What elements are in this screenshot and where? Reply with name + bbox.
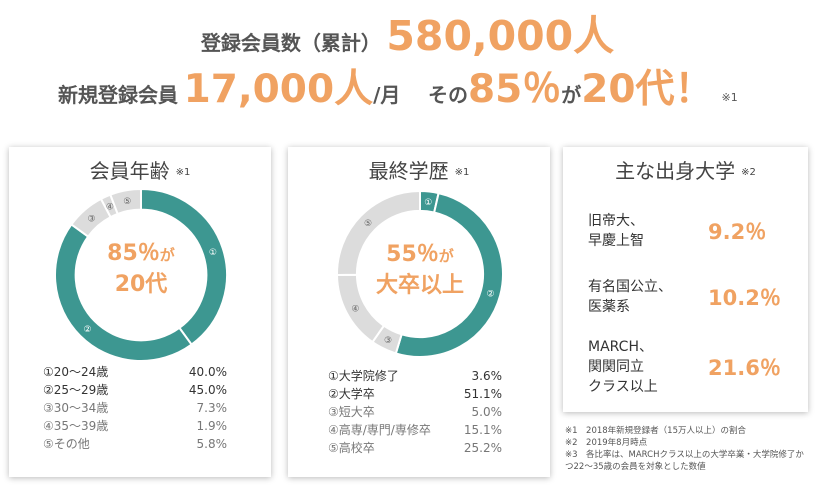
legend-value: 15.1%	[463, 423, 502, 437]
uni-row-name-line: MARCH、	[588, 339, 653, 355]
age-card-title: 会員年齢 ※1	[9, 155, 271, 184]
uni-row-value: 21.6％	[708, 356, 781, 380]
legend-value: 7.3%	[196, 401, 228, 415]
legend-row: ②25～29歳 45.0%	[43, 381, 227, 399]
legend-value: 40.0%	[188, 365, 227, 379]
edu-center-percent: 55％	[386, 242, 439, 267]
uni-row-march: MARCH、 関関同立 クラス以上 21.6％	[588, 337, 788, 397]
footnote-1: ※1 2018年新規登録者（15万人以上）の割合	[565, 426, 746, 436]
donut-slice	[394, 191, 505, 358]
uni-row-imperial: 旧帝大、 早慶上智 9.2％	[588, 211, 788, 251]
education-card: 最終学歴 ※1 ① ② ③ ④ ⑤ 55％が 大卒以上 ①大学院修了 3.6% ②大学卒 51.…	[288, 147, 550, 477]
donut-slice-marker: ②	[487, 289, 495, 299]
age-legend: ①20～24歳 40.0% ②25～29歳 45.0% ③30～34歳 7.3% ④35～3…	[43, 363, 227, 453]
uni-row-value: 9.2％	[708, 220, 767, 244]
footnote-2: ※2 2019年8月時点	[565, 438, 648, 448]
donut-slice-marker: ①	[424, 198, 432, 208]
education-donut-chart: ① ② ③ ④ ⑤	[335, 189, 505, 358]
legend-row: ④高専/専門/専修卒 15.1%	[328, 421, 502, 439]
donut-slice-marker: ①	[209, 248, 217, 258]
total-members-value: 580,000人	[386, 12, 615, 60]
edu-center-text: 55％が 大卒以上	[335, 240, 505, 301]
age-center-percent: 85％	[107, 241, 160, 266]
donut-slice-marker: ③	[87, 214, 95, 224]
age-center-ga: が	[159, 246, 175, 264]
uni-title-note: ※2	[741, 167, 756, 178]
education-card-title: 最終学歴 ※1	[288, 155, 550, 184]
uni-row-name-line: 有名国公立、	[588, 279, 672, 295]
uni-row-name: 旧帝大、 早慶上智	[588, 211, 708, 251]
edu-title-text: 最終学歴	[368, 159, 449, 183]
age-title-note: ※1	[175, 167, 191, 178]
donut-slice-marker: ②	[83, 325, 91, 335]
uni-row-name-line: 医薬系	[588, 299, 630, 315]
twenties-percent: 85％	[467, 67, 562, 112]
legend-category: ⑤その他	[43, 437, 90, 451]
legend-value: 5.8%	[196, 437, 228, 451]
legend-category: ①大学院修了	[328, 369, 399, 383]
legend-category: ②25～29歳	[43, 383, 109, 397]
headline-new-members: 新規登録会員 17,000人/月 その85％が20代！ ※1	[58, 58, 738, 114]
legend-value: 3.6%	[471, 369, 503, 383]
legend-category: ③30～34歳	[43, 401, 109, 415]
donut-slice-marker: ④	[351, 305, 359, 315]
education-legend: ①大学院修了 3.6% ②大学卒 51.1% ③短大卒 5.0% ④高専/専門/専修卒 15.…	[328, 367, 502, 457]
uni-row-name-line: クラス以上	[588, 379, 658, 395]
donut-slice-marker: ④	[106, 203, 114, 213]
footnote-3: ※3 各比率は、MARCHクラス以上の大学卒業・大学院修了かつ22～35歳の会員…	[565, 450, 804, 472]
legend-row: ③30～34歳 7.3%	[43, 399, 227, 417]
legend-value: 1.9%	[196, 419, 228, 433]
uni-row-name-line: 早慶上智	[588, 233, 644, 249]
footnotes: ※1 2018年新規登録者（15万人以上）の割合 ※2 2019年8月時点 ※3…	[565, 425, 810, 473]
edu-title-note: ※1	[454, 167, 470, 178]
legend-row: ③短大卒 5.0%	[328, 403, 502, 421]
university-card: 主な出身大学 ※2 旧帝大、 早慶上智 9.2％ 有名国公立、 医薬系 10.2％…	[563, 147, 808, 412]
donut-slice	[336, 189, 421, 277]
legend-category: ③短大卒	[328, 405, 375, 419]
legend-category: ⑤高校卒	[328, 441, 375, 455]
donut-slice-marker: ③	[384, 336, 392, 346]
edu-center-ga: が	[438, 247, 454, 265]
legend-row: ①20～24歳 40.0%	[43, 363, 227, 381]
twenties-label: 20代！	[581, 67, 714, 112]
legend-category: ④高専/専門/専修卒	[328, 423, 431, 437]
donut-slice-marker: ⑤	[364, 219, 372, 229]
legend-row: ⑤高校卒 25.2%	[328, 439, 502, 457]
uni-row-value: 10.2％	[708, 286, 781, 310]
age-center-text: 85％が 20代	[53, 239, 229, 300]
total-members-label: 登録会員数（累計）	[200, 31, 381, 55]
legend-category: ①20～24歳	[43, 365, 109, 379]
uni-row-name: 有名国公立、 医薬系	[588, 277, 708, 317]
legend-row: ⑤その他 5.8%	[43, 435, 227, 453]
donut-slice	[109, 187, 142, 216]
university-card-title: 主な出身大学 ※2	[563, 155, 808, 184]
legend-row: ④35～39歳 1.9%	[43, 417, 227, 435]
legend-row: ①大学院修了 3.6%	[328, 367, 502, 385]
legend-value: 51.1%	[463, 387, 502, 401]
new-members-unit: /月	[373, 83, 401, 107]
edu-center-line2: 大卒以上	[375, 273, 464, 298]
legend-category: ②大学卒	[328, 387, 375, 401]
uni-row-name-line: 関関同立	[588, 359, 644, 375]
uni-row-name-line: 旧帝大、	[588, 213, 644, 229]
legend-value: 45.0%	[188, 383, 227, 397]
new-members-value: 17,000人	[183, 67, 374, 112]
uni-title-text: 主な出身大学	[615, 159, 736, 183]
age-title-text: 会員年齢	[89, 159, 170, 183]
age-center-line2: 20代	[114, 272, 168, 297]
legend-value: 5.0%	[471, 405, 503, 419]
new-members-label: 新規登録会員	[58, 83, 178, 107]
uni-row-national: 有名国公立、 医薬系 10.2％	[588, 277, 788, 317]
legend-row: ②大学卒 51.1%	[328, 385, 502, 403]
twenties-ga: が	[561, 83, 582, 107]
new-members-mid: その	[427, 83, 468, 107]
age-donut-chart: ① ② ③ ④⑤	[54, 187, 228, 362]
headline-note: ※1	[721, 91, 738, 104]
donut-slice-marker: ⑤	[123, 197, 131, 207]
legend-category: ④35～39歳	[43, 419, 109, 433]
headline-total-members: 登録会員数（累計） 580,000人	[0, 2, 815, 62]
legend-value: 25.2%	[463, 441, 502, 455]
uni-row-name: MARCH、 関関同立 クラス以上	[588, 337, 708, 397]
